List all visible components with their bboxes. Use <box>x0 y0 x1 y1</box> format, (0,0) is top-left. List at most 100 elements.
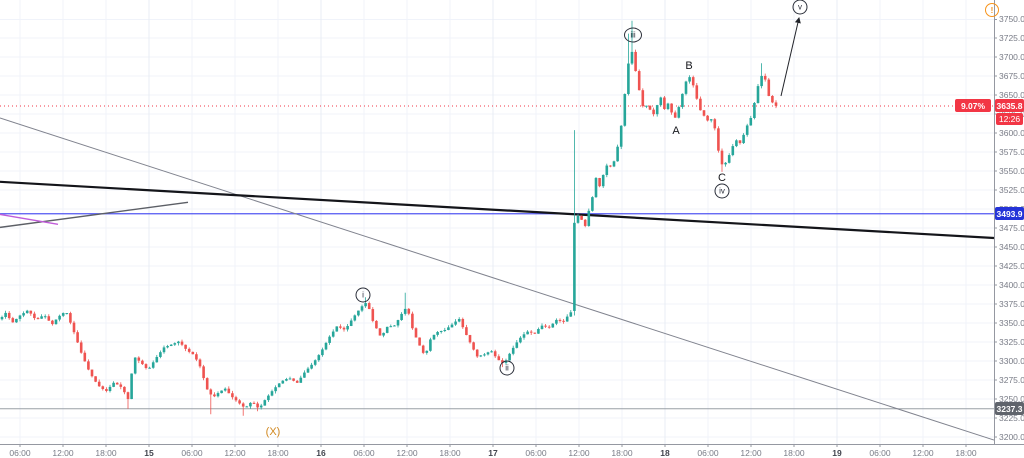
candle <box>25 309 29 314</box>
candle <box>540 323 544 330</box>
candle <box>655 104 659 117</box>
candle <box>731 143 735 157</box>
candle <box>115 382 119 385</box>
price-tick-label: 3675.0 <box>999 71 1024 82</box>
time-tick-label: 15 <box>144 448 154 458</box>
candle <box>684 80 688 96</box>
candle <box>619 125 623 150</box>
candle <box>126 391 130 409</box>
trendline-violet-short[interactable] <box>0 213 59 226</box>
candle <box>522 331 526 340</box>
candle <box>677 105 681 119</box>
candle <box>623 93 627 127</box>
candle <box>594 177 598 198</box>
candles-layer <box>0 20 778 416</box>
candle <box>310 362 313 370</box>
candle <box>216 391 220 398</box>
trend-arrow[interactable] <box>780 17 801 97</box>
trendline-ascending-short[interactable] <box>0 201 189 229</box>
time-tick-label: 17 <box>488 448 498 458</box>
alert-price-badge: 3493.9 <box>995 207 1024 220</box>
candle <box>713 118 717 131</box>
candle <box>511 345 515 356</box>
candle <box>144 363 148 370</box>
candle <box>774 100 778 109</box>
candle <box>313 359 317 367</box>
price-tick-label: 3275.0 <box>999 375 1024 386</box>
price-tick-label: 3550.0 <box>999 166 1024 177</box>
candle <box>133 357 137 375</box>
candle <box>4 310 7 319</box>
wave-label-a[interactable]: A <box>672 125 680 137</box>
candle <box>569 310 573 318</box>
candle <box>267 394 270 402</box>
candle <box>141 359 144 366</box>
price-tick-label: 3450.0 <box>999 242 1024 253</box>
trendline-descending-long[interactable] <box>0 117 995 441</box>
candle <box>346 323 349 332</box>
wave-label-i[interactable]: i <box>355 287 371 303</box>
time-tick-label: 12:00 <box>912 448 934 458</box>
candle <box>58 314 61 322</box>
candle <box>76 330 79 344</box>
candle <box>303 370 306 378</box>
wave-label-b[interactable]: B <box>685 60 693 72</box>
candle <box>205 377 209 390</box>
wave-label-c[interactable]: C <box>718 172 726 184</box>
candle <box>479 355 483 358</box>
bar-countdown-badge: 12:26 <box>996 113 1023 125</box>
candle <box>432 334 436 341</box>
candle <box>180 339 184 347</box>
wave-label-ii[interactable]: ii <box>499 360 515 376</box>
candle <box>241 402 245 416</box>
candle <box>760 63 763 89</box>
change-percent-badge: 9.07% <box>955 99 991 112</box>
candle <box>400 312 403 321</box>
time-tick-label: 18:00 <box>439 448 461 458</box>
candle <box>565 314 569 322</box>
candle <box>220 390 223 394</box>
alert-icon-glyph: ! <box>990 5 994 15</box>
candle <box>634 49 637 72</box>
candle <box>688 75 691 84</box>
level-price-badge: 3237.3 <box>995 402 1024 415</box>
candle <box>83 350 87 362</box>
candle <box>562 319 565 324</box>
candle <box>97 379 101 387</box>
wave-label-x[interactable]: (X) <box>265 426 281 438</box>
candle <box>231 390 234 400</box>
time-tick-label: 06:00 <box>525 448 547 458</box>
candle <box>299 375 303 383</box>
alert-icon[interactable]: ! <box>985 3 999 17</box>
time-tick-label: 18:00 <box>955 448 977 458</box>
trendline-major-black[interactable] <box>0 180 995 240</box>
wave-label-v[interactable]: v <box>792 0 808 15</box>
wave-label-iv[interactable]: iv <box>714 183 730 199</box>
price-tick-label: 3200.0 <box>999 432 1024 443</box>
candle <box>421 344 425 355</box>
wave-label-iii[interactable]: iii <box>624 27 642 43</box>
candle <box>288 376 292 380</box>
candle <box>526 330 529 335</box>
candle <box>51 319 54 326</box>
candle <box>702 110 706 117</box>
time-tick-label: 18:00 <box>267 448 289 458</box>
candle <box>166 344 169 349</box>
candle <box>551 323 555 328</box>
candle <box>40 314 43 319</box>
candle <box>321 347 324 357</box>
candle <box>54 319 58 325</box>
candle <box>720 148 724 172</box>
candle <box>735 139 738 148</box>
candle <box>198 358 202 369</box>
candle <box>90 369 94 378</box>
candle <box>537 327 540 334</box>
candle <box>591 196 594 212</box>
candle <box>0 315 4 321</box>
candle <box>119 382 123 390</box>
candle <box>447 325 450 331</box>
trendlines-layer <box>0 117 995 441</box>
candle <box>357 310 360 317</box>
